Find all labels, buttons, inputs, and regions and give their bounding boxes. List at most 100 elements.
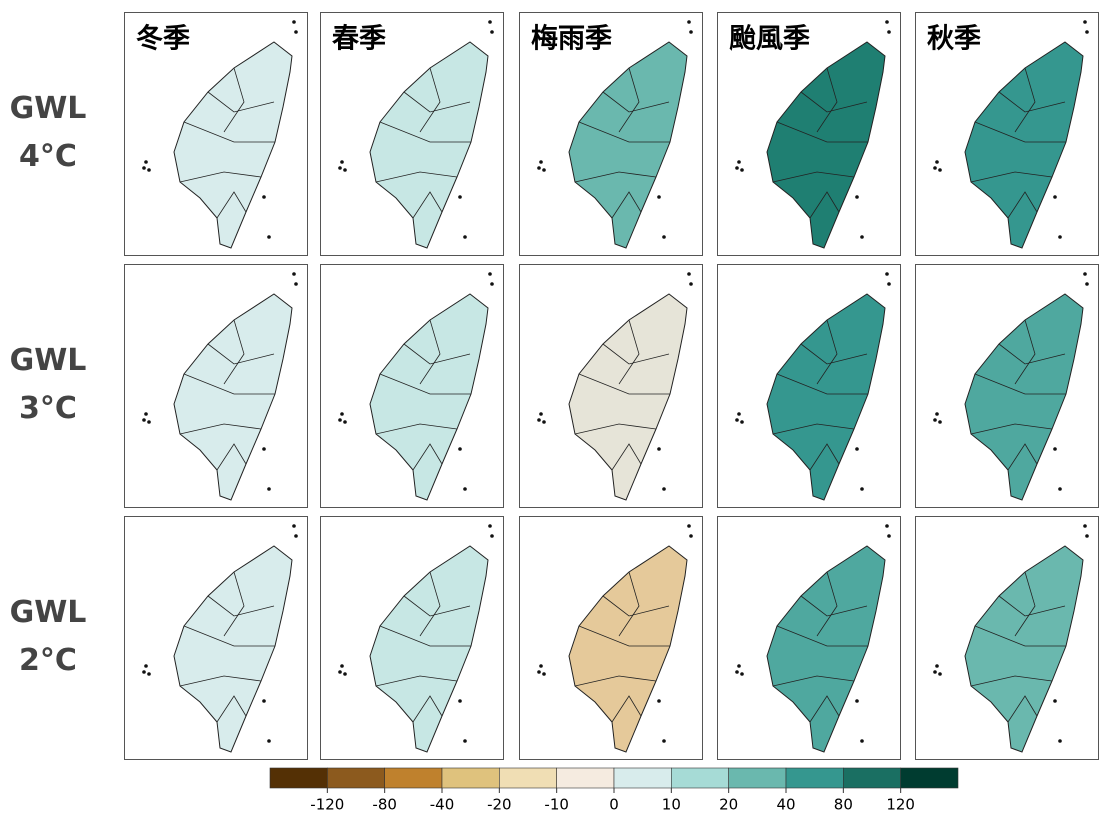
map-panel: [124, 516, 308, 760]
island: [542, 168, 546, 172]
island: [488, 272, 492, 276]
county-borders: [574, 571, 670, 723]
island: [1058, 235, 1062, 239]
tick-label: -10: [544, 796, 569, 814]
island: [885, 272, 889, 276]
map-panel: 秋季: [915, 12, 1099, 256]
island: [1053, 195, 1057, 199]
island: [1083, 272, 1087, 276]
row-label: 4°C: [19, 139, 77, 174]
island: [147, 672, 151, 676]
column-title: 梅雨季: [531, 24, 612, 55]
island: [1058, 487, 1062, 491]
island: [262, 699, 266, 703]
island: [340, 160, 344, 164]
island: [740, 168, 744, 172]
island: [1083, 524, 1087, 528]
colorbar-bin: [671, 767, 729, 789]
island: [855, 699, 859, 703]
county-borders: [179, 571, 275, 723]
colorbar-bin: [785, 767, 844, 789]
island: [935, 412, 939, 416]
island: [1085, 282, 1089, 286]
row-label: 2°C: [19, 643, 77, 678]
row-label: 3°C: [19, 391, 77, 426]
colorbar-bin: [327, 767, 385, 789]
island: [463, 739, 467, 743]
island: [490, 282, 494, 286]
island: [887, 282, 891, 286]
island: [490, 30, 494, 34]
row-label: GWL: [10, 91, 87, 126]
column-title: 春季: [332, 24, 386, 55]
island: [458, 195, 462, 199]
colorbar-bin: [441, 767, 500, 789]
island: [885, 524, 889, 528]
map-panel: [915, 264, 1099, 508]
island: [267, 487, 271, 491]
island: [887, 534, 891, 538]
map-panel: [717, 516, 901, 760]
island: [147, 420, 151, 424]
county-borders: [970, 319, 1066, 471]
colorbar-bin: [613, 767, 672, 789]
island: [735, 166, 739, 170]
island: [463, 487, 467, 491]
island: [458, 447, 462, 451]
island: [267, 739, 271, 743]
tick-label: 80: [834, 796, 853, 814]
tick-label: 40: [776, 796, 795, 814]
island: [689, 282, 693, 286]
colorbar-bin: [384, 767, 443, 789]
island: [542, 672, 546, 676]
map-panel: 春季: [320, 12, 504, 256]
island: [539, 664, 543, 668]
island: [860, 487, 864, 491]
island: [294, 30, 298, 34]
county-borders: [179, 67, 275, 219]
tick-label: 20: [719, 796, 738, 814]
island: [292, 20, 296, 24]
tick-label: -40: [430, 796, 455, 814]
island: [737, 412, 741, 416]
island: [687, 524, 691, 528]
island: [935, 664, 939, 668]
island: [657, 447, 661, 451]
island: [294, 282, 298, 286]
island: [142, 418, 146, 422]
island: [737, 160, 741, 164]
tick-label: 0: [609, 796, 619, 814]
island: [144, 664, 148, 668]
county-borders: [375, 319, 471, 471]
island: [267, 235, 271, 239]
island: [737, 664, 741, 668]
island: [537, 166, 541, 170]
island: [458, 699, 462, 703]
island: [292, 524, 296, 528]
island: [935, 160, 939, 164]
colorbar-bin: [728, 767, 787, 789]
colorbar-bin: [499, 767, 557, 789]
county-borders: [970, 67, 1066, 219]
island: [488, 20, 492, 24]
county-borders: [772, 571, 868, 723]
county-borders: [772, 319, 868, 471]
tick-label: -20: [487, 796, 512, 814]
island: [740, 672, 744, 676]
island: [338, 670, 342, 674]
island: [860, 235, 864, 239]
tick-label: -120: [310, 796, 344, 814]
island: [343, 420, 347, 424]
map-panel: [915, 516, 1099, 760]
island: [687, 20, 691, 24]
map-panel: 梅雨季: [519, 12, 703, 256]
island: [142, 670, 146, 674]
island: [885, 20, 889, 24]
island: [662, 739, 666, 743]
island: [488, 524, 492, 528]
island: [142, 166, 146, 170]
column-title: 秋季: [927, 24, 981, 55]
island: [262, 195, 266, 199]
island: [887, 30, 891, 34]
map-panel: [320, 264, 504, 508]
